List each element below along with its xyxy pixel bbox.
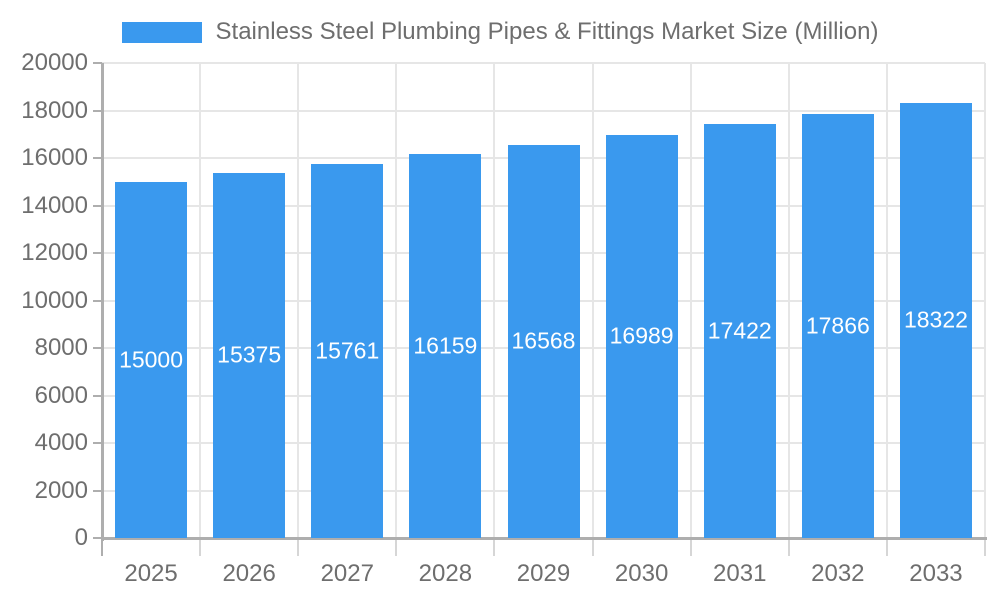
x-axis-tick-label: 2027	[320, 560, 374, 587]
y-axis-tick	[93, 442, 102, 444]
horizontal-gridline	[102, 62, 985, 64]
y-axis-tick-label: 14000	[21, 191, 88, 219]
y-axis-tick	[93, 299, 102, 302]
x-axis-tick	[984, 540, 986, 556]
legend-swatch	[121, 21, 202, 43]
x-axis-tick	[101, 540, 103, 556]
x-axis-tick-label: 2028	[418, 560, 473, 587]
x-axis-tick-label: 2032	[811, 560, 865, 587]
x-axis-tick	[689, 540, 692, 556]
y-axis-tick-label: 10000	[21, 286, 88, 314]
x-axis-tick-label: 2030	[614, 560, 669, 587]
y-axis-tick-label: 12000	[21, 239, 88, 266]
y-axis-tick	[93, 489, 102, 492]
x-axis-tick	[885, 540, 888, 556]
vertical-gridline	[493, 63, 496, 538]
horizontal-gridline	[102, 109, 985, 112]
y-axis-tick-label: 6000	[34, 381, 88, 409]
y-axis-tick-label: 18000	[21, 96, 88, 124]
vertical-gridline	[689, 63, 692, 538]
y-axis-tick-label: 16000	[21, 144, 88, 171]
y-axis-tick	[93, 62, 102, 64]
vertical-gridline	[591, 63, 594, 538]
x-axis-tick-label: 2031	[713, 560, 767, 587]
y-axis-tick	[93, 109, 102, 112]
bar[interactable]	[703, 124, 776, 538]
x-axis-tick	[297, 540, 300, 556]
y-axis-line	[101, 63, 104, 541]
vertical-gridline	[395, 63, 398, 538]
x-axis-tick-label: 2033	[909, 560, 963, 587]
y-axis-tick	[93, 204, 102, 207]
x-axis-tick-label: 2029	[516, 560, 571, 587]
bar[interactable]	[213, 172, 286, 538]
x-axis-tick-label: 2025	[124, 560, 178, 587]
y-axis-tick-label: 4000	[34, 429, 88, 456]
vertical-gridline	[885, 63, 888, 538]
x-axis-tick	[787, 540, 790, 556]
y-axis-tick	[93, 157, 102, 159]
x-axis-tick	[591, 540, 594, 556]
bar[interactable]	[115, 181, 188, 538]
y-axis-tick-label: 0	[74, 524, 88, 551]
bar[interactable]	[507, 144, 580, 538]
x-axis-tick-label: 2026	[222, 560, 276, 587]
x-axis-tick	[395, 540, 398, 556]
y-axis-tick	[93, 537, 102, 539]
x-axis-tick	[199, 540, 202, 556]
chart-legend[interactable]: Stainless Steel Plumbing Pipes & Fitting…	[0, 16, 1000, 48]
vertical-gridline	[787, 63, 790, 538]
vertical-gridline	[199, 63, 202, 538]
vertical-gridline	[297, 63, 300, 538]
y-axis-tick-label: 20000	[21, 49, 88, 76]
y-axis-tick	[93, 252, 102, 254]
y-axis-tick	[93, 347, 102, 349]
y-axis-tick-label: 2000	[34, 476, 88, 504]
bar[interactable]	[801, 113, 874, 538]
y-axis-tick-label: 8000	[34, 334, 88, 361]
vertical-gridline	[984, 63, 986, 538]
y-axis-tick	[93, 394, 102, 397]
x-axis-line	[101, 537, 987, 540]
bar[interactable]	[311, 163, 384, 538]
legend-label: Stainless Steel Plumbing Pipes & Fitting…	[215, 18, 879, 45]
bar[interactable]	[409, 154, 482, 538]
bar[interactable]	[605, 134, 678, 538]
bar[interactable]	[899, 102, 972, 538]
x-axis-tick	[493, 540, 496, 556]
